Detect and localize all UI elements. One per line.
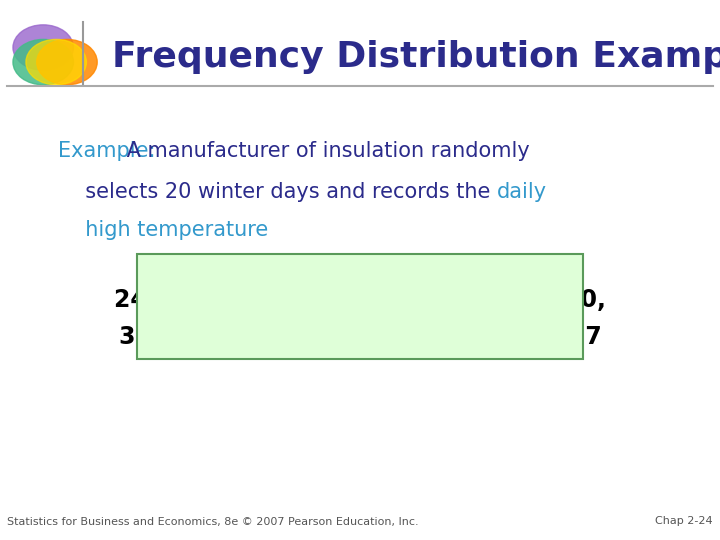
Text: Statistics for Business and Economics, 8e © 2007 Pearson Education, Inc.: Statistics for Business and Economics, 8…	[7, 516, 419, 526]
Text: Example:: Example:	[58, 141, 155, 161]
Text: Frequency Distribution Example: Frequency Distribution Example	[112, 40, 720, 73]
Text: selects 20 winter days and records the: selects 20 winter days and records the	[72, 181, 497, 202]
Text: 32, 13, 12, 38, 41, 43, 44, 27, 53, 27: 32, 13, 12, 38, 41, 43, 44, 27, 53, 27	[119, 326, 601, 349]
Text: Chap 2-24: Chap 2-24	[655, 516, 713, 526]
Text: high temperature: high temperature	[72, 219, 269, 240]
Text: daily: daily	[497, 181, 547, 202]
Text: A manufacturer of insulation randomly: A manufacturer of insulation randomly	[120, 141, 529, 161]
Text: 24, 35, 17, 21, 24, 37, 26, 46, 58, 30,: 24, 35, 17, 21, 24, 37, 26, 46, 58, 30,	[114, 288, 606, 312]
